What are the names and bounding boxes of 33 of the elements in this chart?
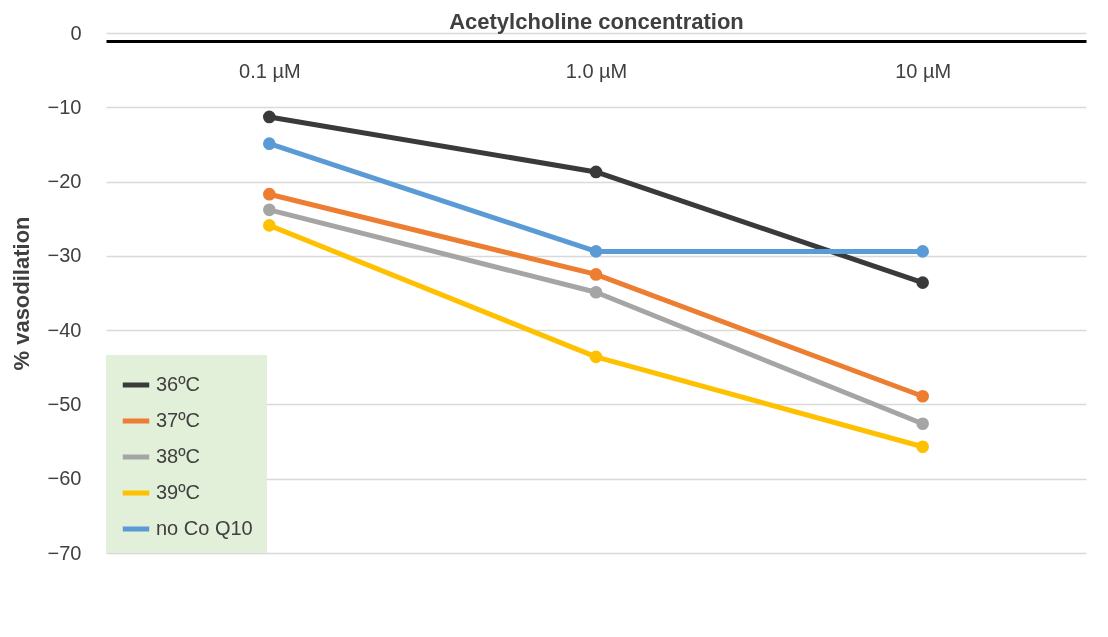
legend-label: no Co Q10 [156, 517, 253, 539]
legend-label: 38ºC [156, 445, 200, 467]
y-tick-label: 0 [70, 21, 82, 44]
point [263, 219, 276, 232]
y-tick-label: −70 [47, 541, 82, 564]
point [263, 110, 276, 124]
y-tick-label: −20 [47, 170, 82, 193]
x-tick-label: 10 µM [895, 59, 952, 82]
point [263, 187, 276, 201]
x-tick-label: 1.0 µM [565, 59, 628, 82]
y-axis-title: % vasodilation [8, 216, 34, 371]
point [263, 137, 276, 150]
point [589, 268, 603, 281]
y-tick-label: −50 [47, 392, 82, 415]
point [589, 350, 603, 364]
point [589, 165, 603, 179]
point [589, 245, 603, 258]
x-tick-label: 0.1 µM [239, 59, 301, 82]
legend-label: 39ºC [156, 481, 200, 503]
y-tick-label: −30 [47, 244, 82, 267]
point [916, 417, 929, 431]
point [916, 440, 929, 454]
point [589, 285, 603, 299]
point [263, 203, 276, 217]
y-tick-label: −40 [47, 318, 82, 341]
y-tick-label: −10 [47, 95, 82, 118]
legend-label: 37ºC [156, 409, 200, 431]
point [916, 389, 929, 403]
legend-label: 36ºC [156, 373, 200, 395]
x-axis-title: Acetylcholine concentration [449, 8, 744, 34]
y-tick-label: −60 [47, 467, 82, 490]
point [916, 245, 929, 258]
point [916, 276, 929, 289]
